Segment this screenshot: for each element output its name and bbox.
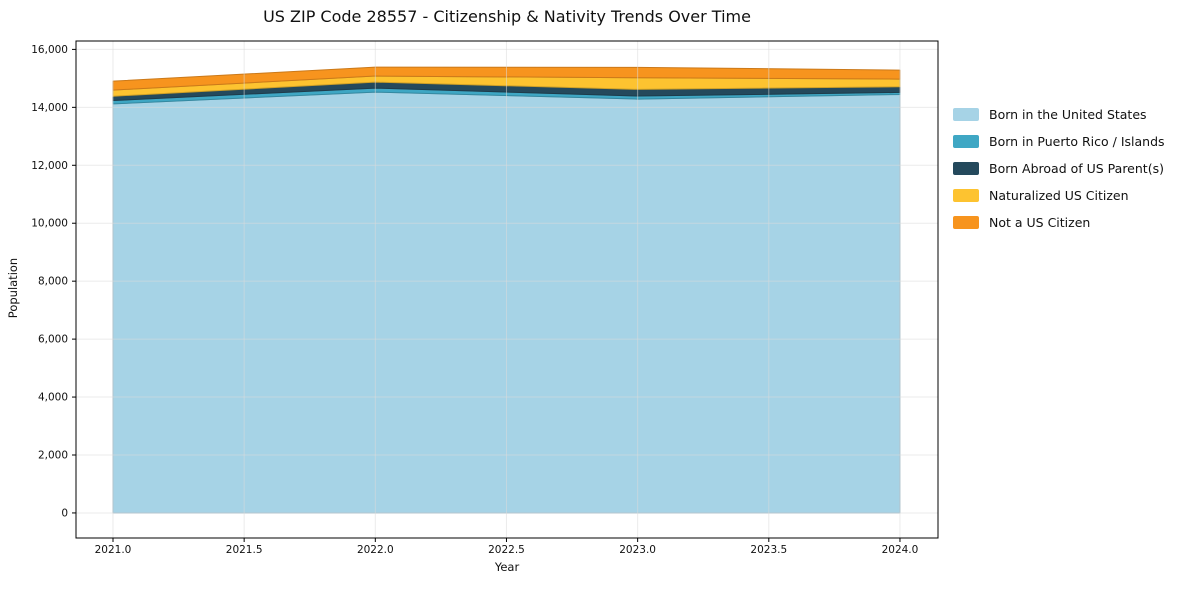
legend-label: Born Abroad of US Parent(s) [989, 161, 1164, 176]
legend-item: Not a US Citizen [953, 215, 1165, 230]
x-tick-label: 2022.5 [488, 544, 525, 556]
legend-swatch [953, 108, 979, 121]
legend-label: Not a US Citizen [989, 215, 1091, 230]
x-tick-label: 2023.5 [750, 544, 787, 556]
y-tick-label: 10,000 [31, 218, 68, 230]
gridlines [76, 41, 938, 538]
legend-swatch [953, 162, 979, 175]
legend-item: Born Abroad of US Parent(s) [953, 161, 1165, 176]
legend: Born in the United States Born in Puerto … [953, 107, 1165, 243]
y-tick-label: 6,000 [38, 334, 68, 346]
y-tick-label: 8,000 [38, 276, 68, 288]
y-tick-label: 0 [61, 507, 68, 519]
chart-title: US ZIP Code 28557 - Citizenship & Nativi… [263, 7, 751, 26]
x-tick-label: 2022.0 [357, 544, 394, 556]
y-tick-label: 2,000 [38, 449, 68, 461]
legend-swatch [953, 216, 979, 229]
y-tick-label: 12,000 [31, 160, 68, 172]
plot-frame [75, 40, 939, 539]
x-tick-label: 2021.5 [226, 544, 263, 556]
x-axis-label: Year [494, 560, 520, 574]
x-tick-label: 2023.0 [619, 544, 656, 556]
legend-label: Born in the United States [989, 107, 1147, 122]
legend-item: Born in Puerto Rico / Islands [953, 134, 1165, 149]
x-tick-label: 2024.0 [882, 544, 919, 556]
legend-item: Naturalized US Citizen [953, 188, 1165, 203]
legend-label: Born in Puerto Rico / Islands [989, 134, 1165, 149]
legend-swatch [953, 135, 979, 148]
y-tick-label: 4,000 [38, 392, 68, 404]
y-axis-label: Population [6, 257, 20, 319]
y-tick-label: 14,000 [31, 102, 68, 114]
x-tick-label: 2021.0 [95, 544, 132, 556]
legend-item: Born in the United States [953, 107, 1165, 122]
y-tick-label: 16,000 [31, 44, 68, 56]
legend-swatch [953, 189, 979, 202]
legend-label: Naturalized US Citizen [989, 188, 1129, 203]
